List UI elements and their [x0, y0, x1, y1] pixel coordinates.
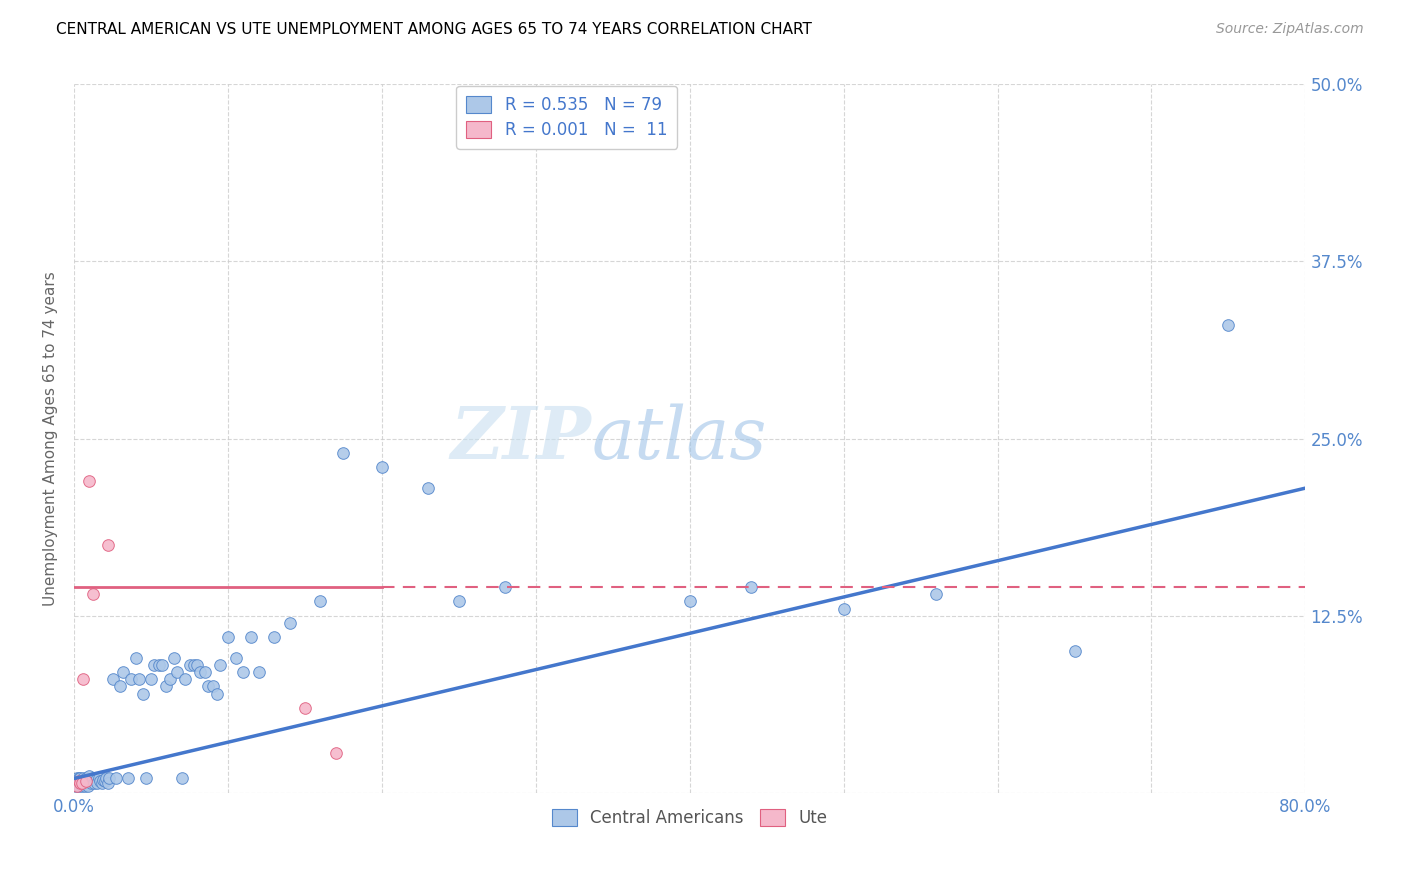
- Point: [79, 769, 101, 783]
- Point: [65, 779, 87, 793]
- Point: [101, 673, 124, 687]
- Point: [97, 776, 120, 790]
- Point: [925, 587, 948, 601]
- Point: [150, 658, 173, 673]
- Text: atlas: atlas: [592, 403, 766, 474]
- Point: [79, 774, 101, 789]
- Point: [679, 594, 702, 608]
- Point: [69, 776, 91, 790]
- Point: [232, 665, 254, 680]
- Point: [135, 772, 157, 786]
- Point: [186, 658, 208, 673]
- Point: [83, 776, 105, 790]
- Point: [159, 673, 181, 687]
- Point: [82, 772, 104, 786]
- Point: [225, 651, 247, 665]
- Point: [67, 772, 90, 786]
- Point: [70, 774, 93, 789]
- Point: [447, 594, 470, 608]
- Point: [240, 630, 263, 644]
- Point: [163, 651, 186, 665]
- Point: [110, 680, 132, 694]
- Point: [1218, 318, 1240, 333]
- Point: [201, 680, 224, 694]
- Point: [79, 474, 101, 488]
- Point: [494, 580, 516, 594]
- Legend: Central Americans, Ute: Central Americans, Ute: [546, 803, 834, 834]
- Point: [69, 777, 91, 791]
- Point: [94, 774, 117, 789]
- Point: [128, 673, 150, 687]
- Point: [1063, 644, 1085, 658]
- Point: [179, 658, 201, 673]
- Point: [72, 673, 94, 687]
- Point: [416, 481, 439, 495]
- Point: [98, 772, 121, 786]
- Point: [96, 772, 118, 786]
- Point: [188, 665, 211, 680]
- Point: [124, 651, 146, 665]
- Point: [66, 772, 89, 786]
- Point: [170, 772, 193, 786]
- Point: [217, 630, 239, 644]
- Point: [82, 587, 104, 601]
- Point: [66, 779, 89, 793]
- Point: [155, 680, 177, 694]
- Point: [66, 774, 89, 789]
- Point: [91, 772, 114, 787]
- Point: [740, 580, 762, 594]
- Point: [174, 673, 197, 687]
- Point: [73, 772, 96, 787]
- Point: [148, 658, 170, 673]
- Point: [80, 776, 103, 790]
- Point: [77, 779, 100, 793]
- Point: [120, 673, 142, 687]
- Point: [194, 665, 217, 680]
- Point: [75, 772, 97, 786]
- Text: ZIP: ZIP: [450, 403, 592, 474]
- Point: [86, 776, 108, 790]
- Point: [67, 779, 90, 793]
- Point: [278, 615, 301, 630]
- Point: [72, 772, 94, 786]
- Point: [112, 665, 135, 680]
- Point: [332, 446, 354, 460]
- Point: [132, 686, 155, 700]
- Point: [67, 774, 90, 789]
- Point: [209, 658, 232, 673]
- Text: CENTRAL AMERICAN VS UTE UNEMPLOYMENT AMONG AGES 65 TO 74 YEARS CORRELATION CHART: CENTRAL AMERICAN VS UTE UNEMPLOYMENT AMO…: [56, 22, 813, 37]
- Point: [87, 772, 110, 786]
- Point: [325, 746, 347, 760]
- Point: [75, 777, 97, 791]
- Point: [294, 700, 316, 714]
- Point: [197, 680, 219, 694]
- Point: [166, 665, 188, 680]
- Point: [371, 459, 394, 474]
- Point: [263, 630, 285, 644]
- Point: [70, 779, 93, 793]
- Point: [832, 601, 855, 615]
- Point: [90, 776, 112, 790]
- Point: [139, 673, 162, 687]
- Point: [69, 772, 91, 786]
- Point: [73, 779, 96, 793]
- Point: [143, 658, 166, 673]
- Point: [97, 538, 120, 552]
- Point: [117, 772, 139, 786]
- Text: Source: ZipAtlas.com: Source: ZipAtlas.com: [1216, 22, 1364, 37]
- Point: [84, 772, 107, 787]
- Point: [72, 777, 94, 791]
- Point: [183, 658, 205, 673]
- Point: [309, 594, 332, 608]
- Point: [247, 665, 270, 680]
- Point: [104, 772, 127, 786]
- Point: [89, 774, 111, 789]
- Point: [207, 686, 229, 700]
- Point: [75, 774, 97, 789]
- Point: [70, 776, 93, 790]
- Y-axis label: Unemployment Among Ages 65 to 74 years: Unemployment Among Ages 65 to 74 years: [44, 271, 58, 606]
